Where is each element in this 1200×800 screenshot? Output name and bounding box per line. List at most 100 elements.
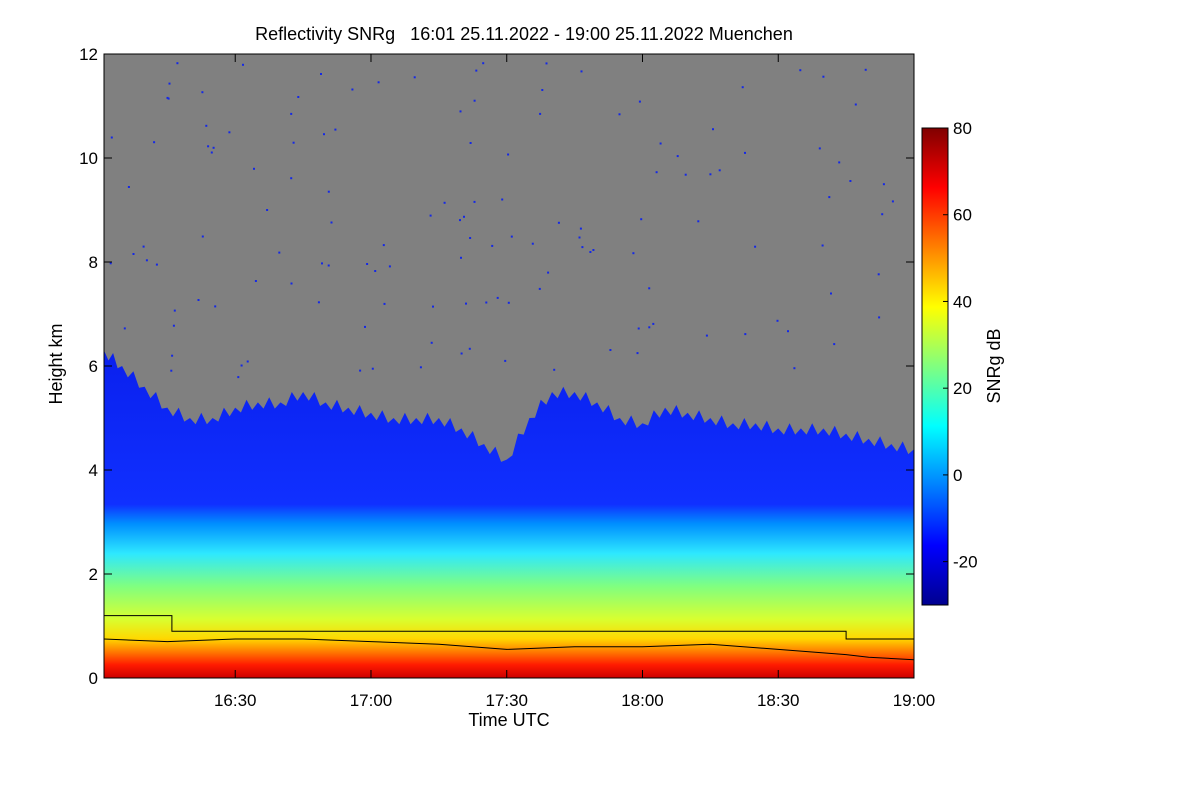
noise-speckle (637, 327, 640, 330)
noise-speckle (878, 316, 881, 319)
noise-speckle (460, 352, 463, 355)
noise-speckle (459, 110, 462, 113)
noise-speckle (741, 86, 744, 89)
noise-speckle (676, 155, 679, 158)
noise-speckle (473, 200, 476, 203)
noise-speckle (589, 251, 592, 253)
noise-speckle (877, 273, 880, 276)
noise-speckle (776, 319, 779, 322)
noise-speckle (579, 227, 582, 230)
noise-speckle (109, 262, 112, 265)
noise-speckle (473, 99, 476, 102)
noise-speckle (377, 81, 380, 84)
noise-speckle (787, 330, 789, 333)
noise-speckle (254, 280, 257, 282)
noise-speckle (359, 369, 362, 372)
noise-speckle (323, 133, 325, 136)
noise-speckle (592, 249, 595, 251)
noise-speckle (581, 246, 584, 249)
noise-speckle (578, 236, 581, 239)
noise-speckle (754, 245, 757, 248)
noise-speckle (132, 253, 135, 255)
noise-speckle (459, 219, 461, 222)
x-axis-label: Time UTC (468, 710, 549, 730)
noise-speckle (429, 214, 432, 217)
chart-title: Reflectivity SNRg 16:01 25.11.2022 - 19:… (255, 24, 793, 44)
noise-speckle (170, 369, 173, 372)
noise-speckle (818, 147, 821, 150)
colorbar-tick-label: 80 (953, 119, 972, 138)
noise-speckle (632, 252, 635, 255)
boundary-line-upper (104, 615, 914, 640)
noise-speckle (388, 265, 391, 268)
noise-speckle (640, 218, 643, 221)
noise-speckle (374, 270, 377, 272)
noise-speckle (830, 292, 832, 295)
noise-speckle (153, 141, 156, 144)
noise-speckle (705, 334, 708, 337)
y-tick-label: 8 (89, 253, 98, 272)
noise-speckle (538, 287, 541, 290)
x-tick-label: 16:30 (214, 691, 257, 710)
x-tick-label: 18:30 (757, 691, 800, 710)
noise-speckle (127, 186, 130, 188)
noise-speckle (290, 282, 293, 285)
colorbar-tick-label: 0 (953, 466, 962, 485)
noise-speckles (109, 62, 894, 379)
plot-area (104, 54, 914, 678)
noise-speckle (507, 301, 510, 304)
noise-speckle (510, 235, 513, 238)
noise-speckle (290, 177, 293, 180)
noise-speckle (297, 96, 300, 98)
colorbar-gradient (921, 127, 949, 606)
noise-speckle (469, 237, 472, 239)
noise-speckle (553, 368, 556, 371)
y-axis-label: Height km (46, 323, 66, 404)
noise-speckle (253, 167, 255, 170)
noise-speckle (197, 299, 200, 301)
noise-speckle (166, 96, 169, 99)
noise-speckle (468, 347, 471, 350)
noise-speckle (504, 359, 507, 362)
noise-speckle (709, 173, 712, 176)
noise-speckle (237, 376, 240, 379)
noise-speckle (541, 89, 544, 91)
noise-speckle (173, 309, 176, 312)
noise-speckle (655, 171, 658, 174)
noise-speckle (482, 62, 485, 65)
colorbar-tick-label: 60 (953, 206, 972, 225)
noise-speckle (822, 75, 825, 78)
noise-speckle (205, 124, 208, 127)
noise-speckle (168, 82, 171, 85)
noise-speckle (821, 244, 824, 247)
noise-speckle (330, 221, 333, 224)
noise-speckle (266, 209, 269, 211)
x-tick-label: 17:00 (350, 691, 393, 710)
noise-speckle (652, 322, 655, 325)
noise-speckle (609, 349, 612, 351)
noise-speckle (167, 97, 170, 100)
noise-speckle (413, 76, 416, 79)
y-axis: 0 2 4 6 8 10 12 (79, 45, 914, 688)
x-tick-label: 19:00 (893, 691, 936, 710)
noise-speckle (712, 128, 714, 131)
noise-speckle (320, 73, 322, 75)
noise-speckle (321, 262, 323, 265)
noise-speckle (110, 136, 113, 139)
noise-speckle (864, 68, 867, 71)
noise-speckle (475, 69, 478, 72)
echo-area (104, 350, 914, 678)
noise-speckle (142, 245, 145, 248)
noise-speckle (155, 263, 158, 266)
noise-speckle (539, 112, 542, 115)
boundary-line-lower (104, 638, 914, 661)
colorbar-tick-label: -20 (953, 553, 978, 572)
noise-speckle (618, 113, 621, 116)
noise-speckle (278, 251, 281, 254)
noise-speckle (201, 91, 204, 94)
noise-speckle (145, 259, 148, 262)
x-axis: 16:30 17:00 17:30 18:00 18:30 19:00 (214, 54, 935, 710)
noise-speckle (744, 333, 747, 336)
noise-speckle (744, 151, 746, 154)
